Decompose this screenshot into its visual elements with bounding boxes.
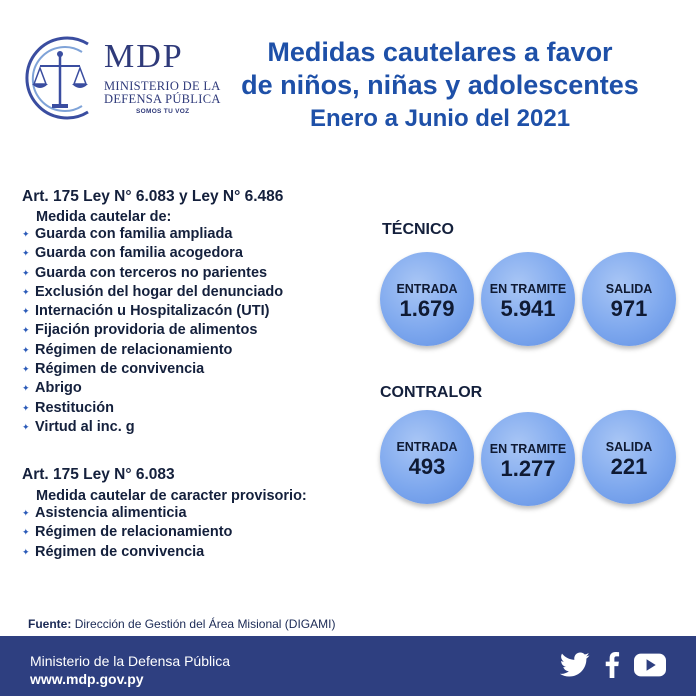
page-title: Medidas cautelares a favor de niños, niñ… [200,36,680,136]
section-art175-6083: Art. 175 Ley N° 6.083 Medida cautelar de… [22,466,307,562]
tecnico-salida-bubble: SALIDA 971 [582,252,676,346]
star-bullet-icon: ✦ [22,286,30,297]
list-item: ✦ Régimen de convivencia [22,360,283,379]
twitter-icon[interactable] [559,652,590,683]
contralor-en-tramite-bubble: EN TRAMITE 1.277 [481,412,575,506]
star-bullet-icon: ✦ [22,344,30,355]
star-bullet-icon: ✦ [22,229,30,239]
star-bullet-icon: ✦ [22,508,30,518]
section1-subheading: Medida cautelar de: [36,209,172,225]
section-art175-combined: Art. 175 Ley N° 6.083 y Ley N° 6.486 Med… [22,188,283,437]
star-bullet-icon: ✦ [22,527,30,538]
tecnico-entrada-bubble: ENTRADA 1.679 [380,252,474,346]
list-item: ✦ Guarda con familia acogedora [22,244,283,263]
stat-value: 971 [610,296,648,321]
source-note: Fuente: Dirección de Gestión del Área Mi… [28,617,335,631]
youtube-icon[interactable] [634,653,666,682]
list-item: ✦ Virtud al inc. g [22,418,283,437]
contralor-title: CONTRALOR [380,384,483,401]
star-bullet-icon: ✦ [22,248,30,259]
list-item: ✦ Régimen de relacionamiento [22,523,307,542]
star-bullet-icon: ✦ [22,383,30,394]
star-bullet-icon: ✦ [22,325,30,336]
tecnico-en-tramite-bubble: EN TRAMITE 5.941 [481,252,575,346]
footer-org-name: Ministerio de la Defensa Pública [30,653,230,669]
star-bullet-icon: ✦ [22,267,30,278]
star-bullet-icon: ✦ [22,421,30,432]
stat-label: SALIDA [605,282,653,296]
stat-label: ENTRADA [396,440,458,454]
title-line2: de niños, niñas y adolescentes [241,70,639,100]
list-item: ✦ Exclusión del hogar del denunciado [22,283,283,302]
facebook-icon[interactable] [604,652,620,683]
stat-label: ENTRADA [396,282,458,296]
source-text: Dirección de Gestión del Área Misional (… [74,617,336,631]
title-period: Enero a Junio del 2021 [309,105,571,132]
section1-heading: Art. 175 Ley N° 6.083 y Ley N° 6.486 [22,188,284,205]
stat-label: EN TRAMITE [489,442,567,456]
section2-heading: Art. 175 Ley N° 6.083 [22,466,175,483]
mdp-logo: MDP MINISTERIO DE LA DEFENSA PÚBLICA SOM… [18,26,220,126]
contralor-entrada-bubble: ENTRADA 493 [380,410,474,504]
stat-value: 1.277 [500,456,556,481]
list-item: ✦ Régimen de convivencia [22,543,307,562]
logo-acronym: MDP [104,38,184,75]
star-bullet-icon: ✦ [22,402,30,413]
stat-label: SALIDA [605,440,653,454]
logo-slogan: SOMOS TU VOZ [136,108,190,115]
list-item: ✦ Asistencia alimenticia [22,504,307,523]
list-item: ✦ Guarda con terceros no parientes [22,264,283,283]
tecnico-title: TÉCNICO [382,221,454,238]
list-item: ✦ Régimen de relacionamiento [22,341,283,360]
justice-scale-icon [25,36,89,120]
stat-value: 493 [408,454,446,479]
list-item: ✦ Fijación providoria de alimentos [22,321,283,340]
footer-bar: Ministerio de la Defensa Pública www.mdp… [0,636,696,696]
list-item: ✦ Restitución [22,399,283,418]
footer-url-link[interactable]: www.mdp.gov.py [30,671,144,687]
stat-label: EN TRAMITE [489,282,567,296]
stat-value: 1.679 [399,296,455,321]
contralor-salida-bubble: SALIDA 221 [582,410,676,504]
logo-line1: MINISTERIO DE LA [104,79,221,93]
source-label: Fuente: [28,617,72,631]
social-icons [559,652,666,683]
title-line1: Medidas cautelares a favor [267,37,613,67]
stat-value: 5.941 [500,296,556,321]
list-item: ✦ Guarda con familia ampliada [22,225,283,244]
star-bullet-icon: ✦ [22,364,30,375]
section2-list: ✦ Asistencia alimenticia ✦ Régimen de rela… [22,504,307,562]
list-item: ✦ Internación u Hospitalizacón (UTI) [22,302,283,321]
section1-list: ✦ Guarda con familia ampliada ✦ Guarda con… [22,225,283,437]
list-item: ✦ Abrigo [22,379,283,398]
star-bullet-icon: ✦ [22,306,30,317]
star-bullet-icon: ✦ [22,546,30,557]
logo-line2: DEFENSA PÚBLICA [104,92,221,106]
stat-value: 221 [610,454,648,479]
section2-subheading: Medida cautelar de caracter provisorio: [36,488,307,504]
